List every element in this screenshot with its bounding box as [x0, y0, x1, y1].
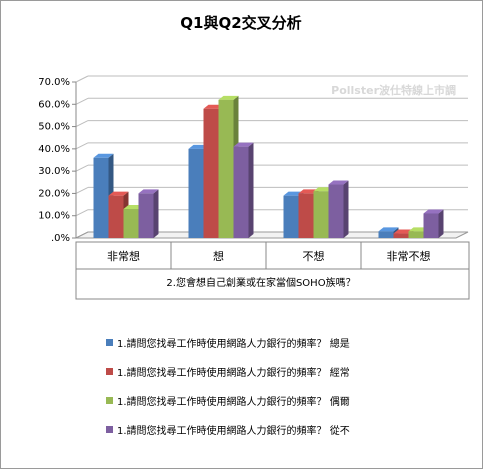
bar-front: [378, 231, 394, 238]
y-tick-label: .0%: [51, 233, 70, 244]
y-tick-label: 30.0%: [38, 166, 70, 177]
bar-top: [93, 153, 114, 158]
legend-label: 1.請問您找尋工作時使用網路人力銀行的頻率？ 總是: [117, 337, 350, 350]
legend-swatch: [106, 426, 113, 433]
x-tick-label: 想: [213, 249, 224, 263]
y-tick-label: 20.0%: [38, 188, 70, 199]
bar-front: [93, 157, 109, 238]
legend-label: 1.請問您找尋工作時使用網路人力銀行的頻率？ 經常: [117, 366, 350, 379]
chart-title: Q1與Q2交叉分析: [180, 14, 301, 32]
bar-top: [233, 142, 254, 147]
y-tick-label: 10.0%: [38, 211, 70, 222]
bar-side: [153, 189, 159, 238]
legend-item: 1.請問您找尋工作時使用網路人力銀行的頻率？ 從不: [106, 424, 350, 437]
bar-front: [408, 231, 424, 238]
x-tick-label: 非常想: [107, 249, 140, 263]
bar-side: [248, 142, 254, 238]
y-tick-label: 70.0%: [38, 77, 70, 88]
y-axis: .0% 10.0% 20.0% 30.0% 40.0% 50.0% 60.0% 70.0%: [38, 77, 77, 244]
bar-top: [218, 95, 239, 100]
gridline-side: [75, 120, 89, 128]
bar-top: [378, 227, 399, 232]
bar-front: [203, 108, 219, 238]
gridline-side: [75, 164, 89, 172]
legend-label: 1.請問您找尋工作時使用網路人力銀行的頻率？ 偶爾: [117, 395, 350, 408]
x-tick-label: 不想: [303, 249, 325, 263]
legend-swatch: [106, 397, 113, 404]
legend-item: 1.請問您找尋工作時使用網路人力銀行的頻率？ 偶爾: [106, 395, 350, 408]
legend-item: 1.請問您找尋工作時使用網路人力銀行的頻率？ 經常: [106, 366, 350, 379]
bar-front: [138, 193, 154, 238]
x-axis: 非常想 想 不想 非常不想: [76, 242, 469, 270]
bar-front: [188, 148, 204, 238]
bar-side: [343, 180, 349, 238]
legend-item: 1.請問您找尋工作時使用網路人力銀行的頻率？ 總是: [106, 337, 350, 350]
category-axis-box: [75, 241, 470, 300]
bar-top: [328, 180, 349, 185]
bars: [93, 95, 444, 238]
bar-front: [123, 209, 139, 238]
legend: 1.請問您找尋工作時使用網路人力銀行的頻率？ 總是 1.請問您找尋工作時使用網路人…: [106, 337, 350, 437]
y-tick-label: 60.0%: [38, 99, 70, 110]
bar-top: [138, 189, 159, 194]
bar-front: [218, 99, 234, 238]
gridline-side: [75, 186, 89, 194]
x-tick-label: 非常不想: [387, 249, 431, 263]
bar: [423, 209, 444, 238]
x-axis-title: 2.您會想自己創業或在家當個SOHO族嗎？: [166, 276, 355, 289]
bar-front: [283, 195, 299, 238]
gridline-side: [75, 75, 89, 83]
bar-front: [313, 191, 329, 238]
gridlines: [75, 75, 469, 239]
gridline-side: [75, 97, 89, 105]
bar-side: [438, 209, 444, 238]
legend-swatch: [106, 339, 113, 346]
bar: [328, 180, 349, 238]
gridline-side: [75, 209, 89, 217]
bar-top: [108, 191, 129, 196]
legend-label: 1.請問您找尋工作時使用網路人力銀行的頻率？ 從不: [117, 424, 350, 437]
bar-front: [108, 195, 124, 238]
bar-front: [233, 146, 249, 238]
gridline-side: [75, 142, 89, 150]
legend-swatch: [106, 368, 113, 375]
bar-front: [298, 193, 314, 238]
bar-front: [393, 233, 409, 238]
bar-front: [423, 213, 439, 238]
y-tick-label: 50.0%: [38, 122, 70, 133]
bar: [138, 189, 159, 238]
watermark-text: Pollster波仕特線上市調: [331, 83, 456, 97]
y-tick-label: 40.0%: [38, 144, 70, 155]
bar-top: [423, 209, 444, 214]
bar: [233, 142, 254, 238]
bar-front: [328, 184, 344, 238]
